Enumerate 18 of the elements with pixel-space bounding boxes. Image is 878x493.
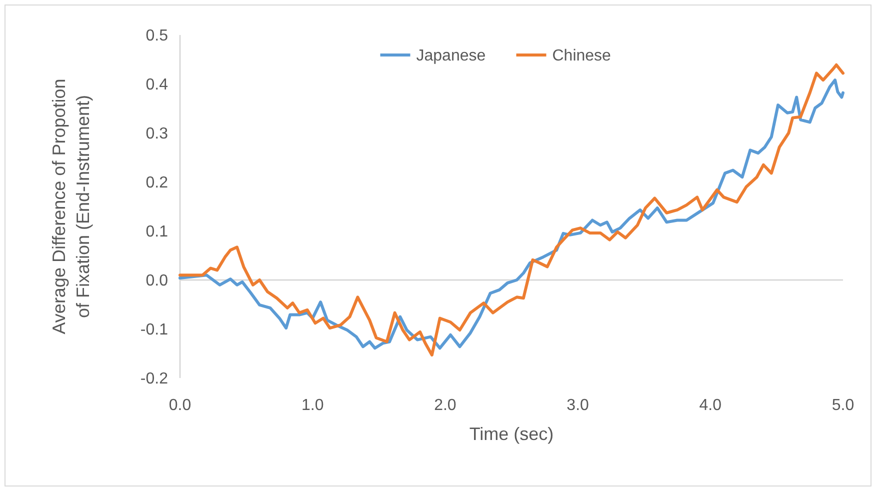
x-tick-label: 5.0 (832, 397, 854, 414)
x-tick-label: 2.0 (434, 397, 456, 414)
x-tick-label: 0.0 (168, 397, 192, 414)
y-tick-label: -0.2 (140, 370, 168, 388)
y-tick-label: 0.4 (146, 76, 168, 94)
x-tick-label: 3.0 (566, 397, 590, 414)
y-tick-label: 0.1 (146, 224, 168, 241)
y-tick-label: -0.1 (140, 322, 168, 339)
y-tick-label: 0.5 (146, 28, 168, 45)
legend-label: Chinese (552, 48, 612, 65)
y-tick-label: 0.0 (146, 272, 168, 290)
x-tick-label: 4.0 (699, 397, 722, 414)
y-axis-title: Average Difference of Propotion of Fixation (End-Instrument) (49, 78, 93, 334)
x-axis-title: Time (sec) (469, 424, 554, 444)
x-tick-label: 1.0 (301, 397, 324, 414)
y-tick-label: 0.3 (146, 126, 168, 143)
legend-label: Japanese (416, 48, 486, 65)
y-tick-label: 0.2 (146, 174, 168, 192)
